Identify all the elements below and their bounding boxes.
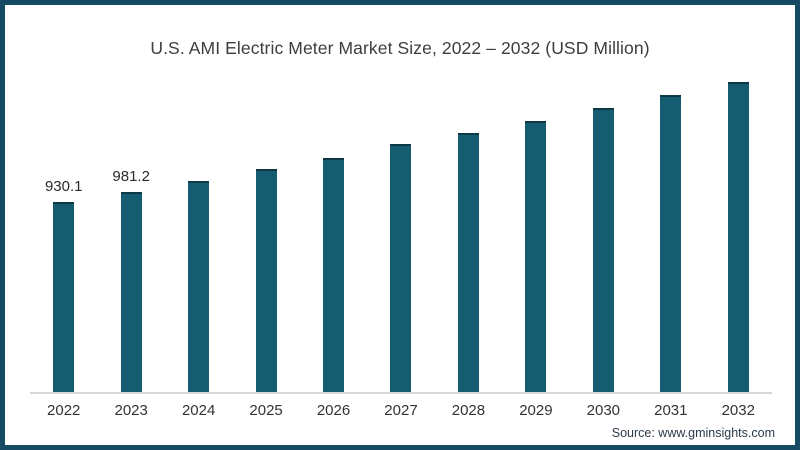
bar-group: 2030 xyxy=(570,60,637,419)
x-axis-tick-label: 2028 xyxy=(451,402,486,419)
x-axis-tick-label: 2030 xyxy=(586,402,621,419)
x-axis-tick-label: 2027 xyxy=(384,402,418,419)
bar-group: 2028 xyxy=(435,60,502,419)
x-axis-tick-label: 2024 xyxy=(181,402,216,419)
bar-value-label: 981.2 xyxy=(112,167,150,185)
source-note: Source: www.gminsights.com xyxy=(611,426,775,440)
bar xyxy=(188,180,210,392)
bar-group: 981.2 2023 xyxy=(97,60,164,419)
bar xyxy=(255,168,277,392)
x-axis-tick-label: 2029 xyxy=(519,402,553,419)
bar-value-label: 930.1 xyxy=(44,178,83,196)
x-axis-tick-label: 2026 xyxy=(316,402,351,419)
bar xyxy=(592,107,614,392)
bar xyxy=(457,133,479,392)
bar xyxy=(53,202,75,392)
plot-area: 930.1 2022 981.2 2023 2024 2025 2026 202… xyxy=(30,60,772,419)
bar xyxy=(323,157,345,392)
bar-group: 930.1 2022 xyxy=(30,60,97,419)
bar xyxy=(660,95,682,392)
bar-group: 2024 xyxy=(165,60,232,419)
x-axis-tick-label: 2023 xyxy=(114,402,148,419)
bar-group: 2029 xyxy=(502,60,569,419)
bar-group: 2027 xyxy=(367,60,434,419)
bar-group: 2026 xyxy=(300,60,367,419)
chart-title: U.S. AMI Electric Meter Market Size, 202… xyxy=(150,38,650,58)
x-axis-tick-label: 2031 xyxy=(654,402,688,419)
bar-group: 2025 xyxy=(232,60,299,419)
bar xyxy=(727,82,749,392)
bar-group: 2032 xyxy=(705,60,772,419)
x-axis-tick-label: 2025 xyxy=(249,402,283,419)
x-axis-tick-label: 2032 xyxy=(721,402,755,419)
x-axis-tick-label: 2022 xyxy=(47,402,81,419)
bar xyxy=(525,120,547,392)
bar-group: 2031 xyxy=(637,60,704,419)
bar xyxy=(120,191,142,392)
bar xyxy=(390,144,412,392)
